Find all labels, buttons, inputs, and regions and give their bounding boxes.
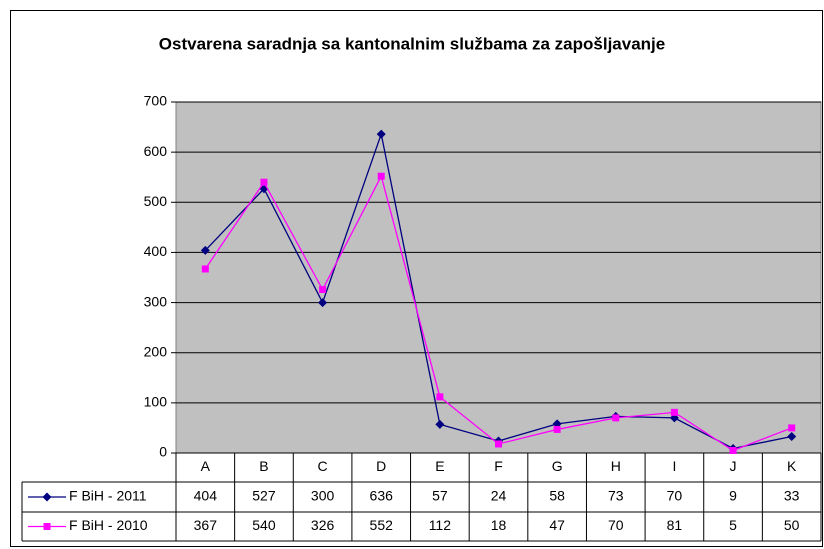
marker	[377, 172, 385, 180]
table-value: 527	[252, 488, 276, 504]
marker	[200, 245, 210, 255]
x-tick-label: C	[318, 458, 328, 474]
table-value: 70	[608, 517, 624, 533]
x-tick-label: F	[494, 458, 503, 474]
x-tick-label: D	[376, 458, 386, 474]
legend-label: F BiH - 2010	[69, 517, 148, 533]
table-value: 47	[549, 517, 565, 533]
x-tick-label: A	[201, 458, 211, 474]
table-value: 404	[194, 488, 218, 504]
x-tick-label: H	[611, 458, 621, 474]
y-tick-label: 100	[144, 394, 168, 410]
marker	[43, 523, 51, 530]
marker	[553, 425, 561, 433]
legend-label: F BiH - 2011	[69, 488, 147, 504]
y-tick-label: 500	[144, 193, 168, 209]
table-value: 112	[429, 517, 452, 533]
marker	[201, 265, 209, 273]
marker	[436, 393, 444, 401]
x-tick-label: E	[435, 458, 444, 474]
table-value: 81	[667, 517, 683, 533]
table-value: 326	[311, 517, 335, 533]
y-tick-label: 600	[144, 143, 168, 159]
table-value: 73	[608, 488, 624, 504]
table-value: 70	[667, 488, 683, 504]
marker	[42, 492, 52, 502]
marker	[319, 286, 327, 294]
marker	[612, 414, 620, 422]
table-value: 58	[549, 488, 565, 504]
plot-area	[175, 101, 822, 454]
marker	[787, 431, 797, 441]
table-value: 57	[432, 488, 448, 504]
y-tick-label: 200	[144, 343, 168, 359]
marker	[318, 298, 328, 308]
marker	[729, 446, 737, 454]
table-value: 18	[491, 517, 507, 533]
table-value: 367	[194, 517, 218, 533]
table-value: 552	[370, 517, 394, 533]
table-value: 33	[784, 488, 800, 504]
table-value: 9	[729, 488, 737, 504]
y-tick-label: 0	[159, 444, 167, 460]
y-tick-label: 300	[144, 293, 168, 309]
marker	[670, 408, 678, 416]
y-tick-label: 400	[144, 243, 168, 259]
table-value: 5	[729, 517, 737, 533]
marker	[376, 129, 386, 139]
x-tick-label: K	[787, 458, 797, 474]
marker	[788, 424, 796, 432]
x-tick-label: B	[259, 458, 268, 474]
y-tick-label: 700	[144, 93, 168, 109]
table-value: 24	[491, 488, 507, 504]
table-value: 636	[370, 488, 394, 504]
marker	[495, 440, 502, 448]
marker	[435, 419, 445, 429]
chart-title: Ostvarena saradnja sa kantonalnim služba…	[159, 34, 665, 53]
table-value: 50	[784, 517, 800, 533]
x-tick-label: I	[672, 458, 676, 474]
x-tick-label: G	[552, 458, 563, 474]
x-tick-label: J	[730, 458, 737, 474]
table-value: 300	[311, 488, 335, 504]
table-value: 540	[252, 517, 276, 533]
marker	[260, 178, 268, 186]
